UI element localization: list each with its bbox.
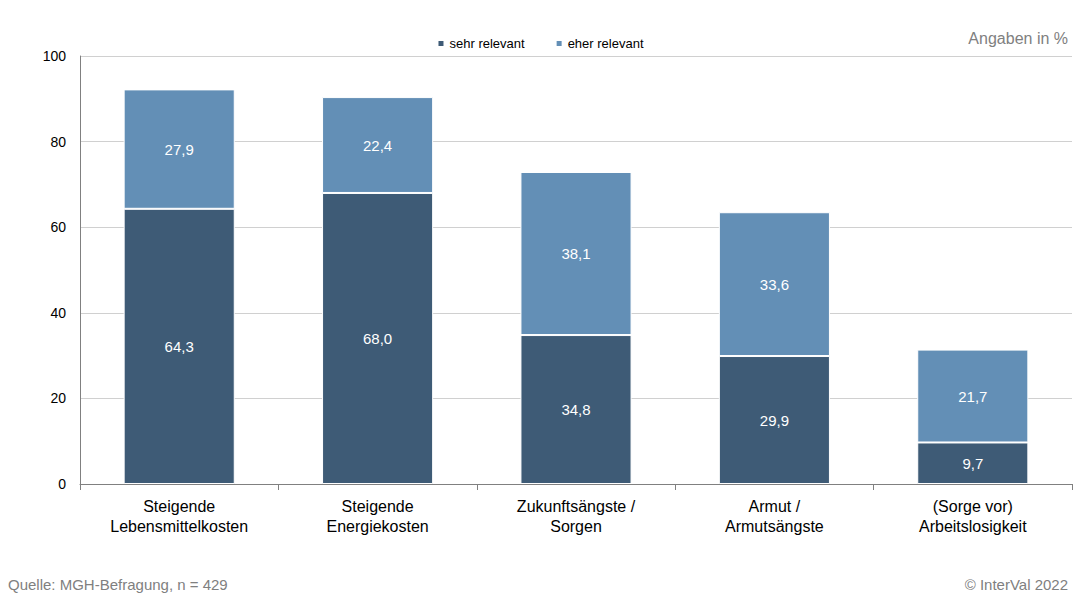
svg-text:60: 60 [50, 219, 66, 235]
svg-text:Armutsängste: Armutsängste [725, 518, 824, 535]
svg-text:0: 0 [58, 476, 66, 492]
svg-text:29,9: 29,9 [760, 412, 789, 429]
svg-text:Quelle: MGH-Befragung, n = 429: Quelle: MGH-Befragung, n = 429 [8, 576, 228, 593]
svg-text:eher relevant: eher relevant [568, 36, 644, 51]
svg-text:9,7: 9,7 [962, 455, 983, 472]
svg-text:21,7: 21,7 [958, 388, 987, 405]
svg-text:38,1: 38,1 [561, 245, 590, 262]
svg-text:Lebensmittelkosten: Lebensmittelkosten [110, 518, 248, 535]
svg-text:sehr relevant: sehr relevant [449, 36, 525, 51]
svg-text:Energiekosten: Energiekosten [326, 518, 428, 535]
svg-text:Steigende: Steigende [143, 498, 215, 515]
svg-text:(Sorge vor): (Sorge vor) [933, 498, 1013, 515]
svg-text:Sorgen: Sorgen [550, 518, 602, 535]
svg-text:33,6: 33,6 [760, 276, 789, 293]
svg-text:Steigende: Steigende [342, 498, 414, 515]
svg-text:27,9: 27,9 [165, 141, 194, 158]
svg-text:Angaben in %: Angaben in % [968, 30, 1068, 47]
svg-text:68,0: 68,0 [363, 330, 392, 347]
svg-text:64,3: 64,3 [165, 338, 194, 355]
svg-text:20: 20 [50, 390, 66, 406]
svg-text:Zukunftsängste /: Zukunftsängste / [517, 498, 636, 515]
svg-text:100: 100 [43, 48, 67, 64]
svg-text:80: 80 [50, 134, 66, 150]
svg-text:34,8: 34,8 [561, 401, 590, 418]
svg-text:Arbeitslosigkeit: Arbeitslosigkeit [919, 518, 1027, 535]
svg-text:22,4: 22,4 [363, 137, 392, 154]
svg-text:40: 40 [50, 305, 66, 321]
svg-text:Armut /: Armut / [749, 498, 801, 515]
svg-text:© InterVal 2022: © InterVal 2022 [965, 576, 1068, 593]
